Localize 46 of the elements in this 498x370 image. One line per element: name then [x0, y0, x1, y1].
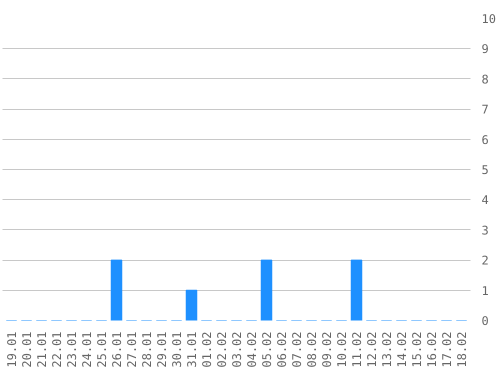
y-tick-label: 1 [482, 284, 489, 298]
x-tick-label: 07.02 [290, 332, 304, 368]
x-tick-label: 26.01 [110, 332, 124, 368]
x-tick-label: 16.02 [425, 332, 439, 368]
y-tick-label: 6 [482, 132, 489, 147]
y-tick-label: 10 [482, 12, 496, 26]
x-tick-label: 06.02 [275, 332, 289, 368]
x-tick-label: 20.01 [20, 332, 34, 368]
y-tick-label: 7 [482, 102, 489, 117]
x-tick-label: 01.02 [200, 332, 214, 368]
x-tick-label: 04.02 [245, 332, 259, 368]
x-tick-label: 28.01 [140, 332, 154, 368]
bar [186, 290, 198, 320]
bar [110, 260, 122, 320]
x-tick-label: 10.02 [335, 332, 349, 368]
x-tick-label: 13.02 [380, 332, 394, 368]
y-tick-label: 3 [482, 223, 489, 238]
x-tick-label: 18.02 [455, 332, 469, 368]
y-tick-label: 4 [482, 193, 489, 208]
bar [260, 260, 272, 320]
y-tick-label: 9 [482, 42, 489, 56]
x-tick-label: 25.01 [95, 332, 109, 368]
bar [350, 260, 362, 320]
x-tick-label: 24.01 [80, 332, 94, 368]
x-tick-label: 12.02 [365, 332, 379, 368]
x-tick-label: 23.01 [65, 332, 79, 368]
x-tick-label: 02.02 [215, 332, 229, 368]
x-tick-label: 09.02 [320, 332, 334, 368]
x-tick-label: 08.02 [305, 332, 319, 368]
x-tick-label: 14.02 [395, 332, 409, 368]
x-tick-label: 17.02 [440, 332, 454, 368]
x-tick-label: 29.01 [155, 332, 169, 368]
y-tick-label: 5 [482, 163, 489, 177]
x-tick-label: 22.01 [50, 332, 64, 368]
x-tick-label: 21.01 [35, 332, 49, 368]
x-tick-label: 19.01 [5, 332, 19, 368]
x-tick-label: 31.01 [185, 332, 199, 368]
x-tick-label: 03.02 [230, 332, 244, 368]
y-tick-label: 2 [482, 254, 489, 268]
y-tick-label: 0 [482, 314, 489, 328]
y-tick-label: 8 [482, 72, 489, 86]
x-tick-label: 11.02 [350, 332, 364, 368]
x-tick-label: 15.02 [410, 332, 424, 368]
x-tick-label: 30.01 [170, 332, 184, 368]
x-tick-label: 05.02 [260, 332, 274, 368]
x-tick-label: 27.01 [125, 332, 139, 368]
